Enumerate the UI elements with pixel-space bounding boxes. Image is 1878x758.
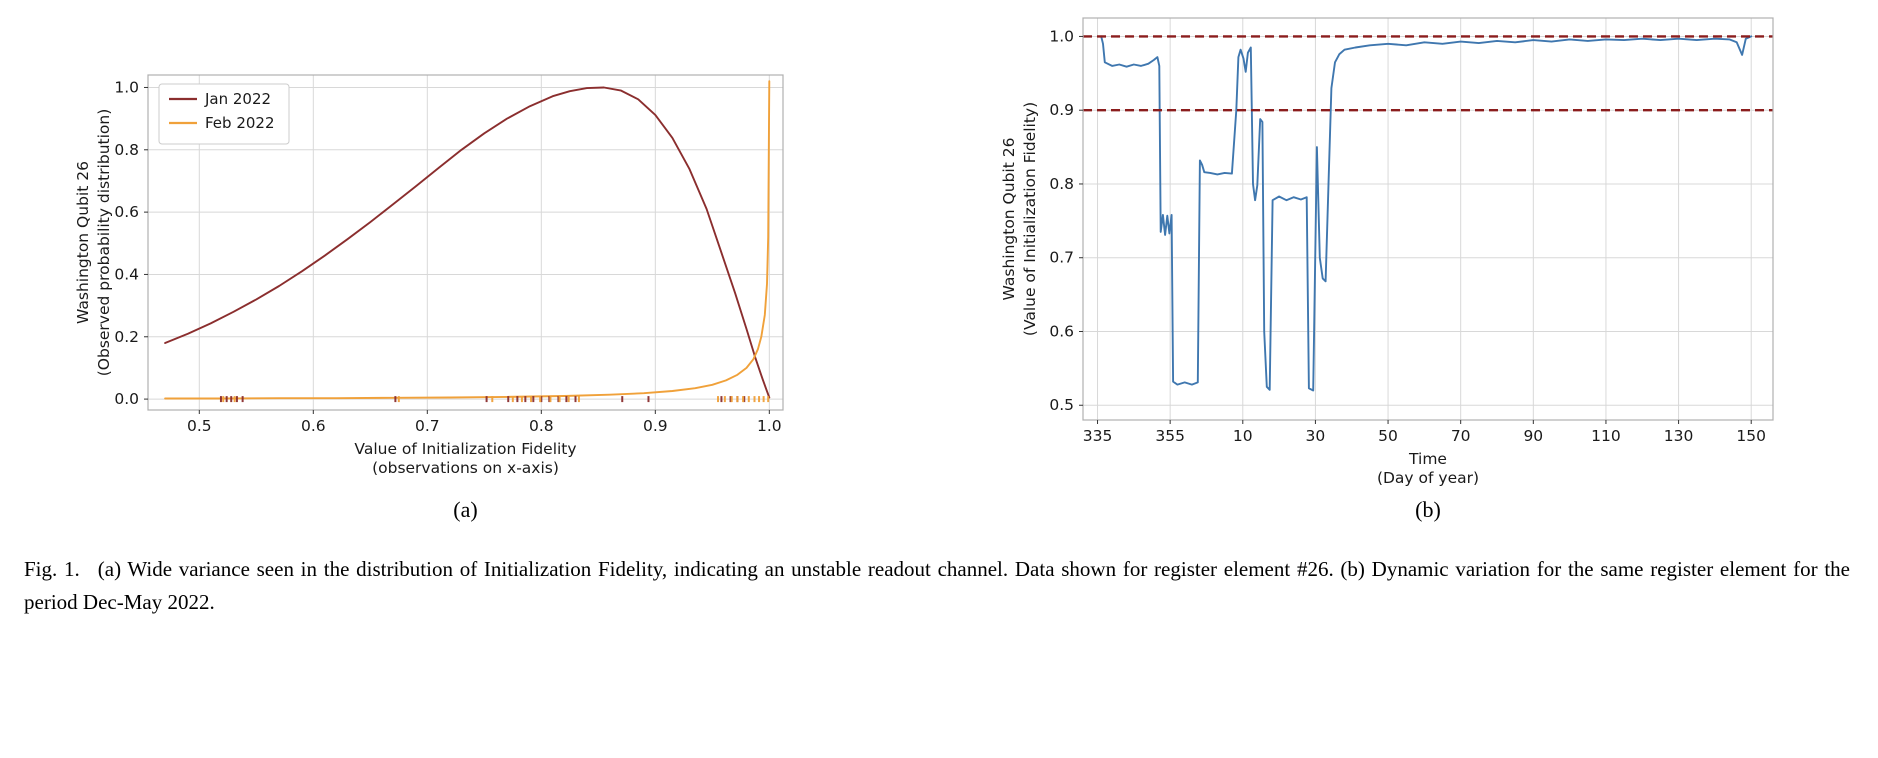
grid <box>1083 18 1773 420</box>
y-axis-label: Washington Qubit 26 <box>1000 138 1018 301</box>
x-tick-label: 1.0 <box>757 417 782 435</box>
subplot-label-b: (b) <box>1415 497 1441 522</box>
plot-border <box>147 74 784 411</box>
figure-caption: Fig. 1. (a) Wide variance seen in the dis… <box>24 553 1850 618</box>
x-tick-label: 70 <box>1451 427 1471 445</box>
x-axis-label: (Day of year) <box>1377 469 1479 487</box>
x-tick-label: 355 <box>1155 427 1185 445</box>
figure-caption-label: Fig. 1. <box>24 557 80 581</box>
time-series-chart: 335 355 10 30 50 70 90 110 130 150 0.5 0.6 0.7 0.8 0.9… <box>1000 17 1774 487</box>
x-tick-label: 50 <box>1378 427 1398 445</box>
legend: Jan 2022 Feb 2022 <box>158 83 290 145</box>
x-axis-label: Value of Initialization Fidelity <box>354 440 576 458</box>
x-tick-label: 10 <box>1233 427 1253 445</box>
x-tick-label: 110 <box>1591 427 1621 445</box>
x-tick-label: 150 <box>1736 427 1766 445</box>
x-axis-label: (observations on x-axis) <box>372 459 559 477</box>
y-tick-label: 0.5 <box>1049 396 1074 414</box>
y-tick-label: 0.2 <box>114 328 139 346</box>
x-tick-label: 0.6 <box>301 417 326 435</box>
y-tick-label: 0.7 <box>1049 249 1074 267</box>
distribution-chart: 0.5 0.6 0.7 0.8 0.9 1.0 0.0 0.2 0.4 0.6 0.8 1.0 Valu… <box>74 74 784 477</box>
y-tick-label: 0.4 <box>114 265 139 283</box>
y-tick-label: 0.8 <box>114 141 139 159</box>
series-line-0 <box>1100 35 1753 392</box>
y-axis-label: (Value of Initialization Fidelity) <box>1021 102 1039 336</box>
y-tick-label: 1.0 <box>1049 27 1074 45</box>
x-axis-label: Time <box>1408 450 1447 468</box>
x-tick-label: 0.5 <box>187 417 212 435</box>
x-tick-label: 130 <box>1664 427 1694 445</box>
y-tick-label: 0.6 <box>1049 322 1074 340</box>
axis-ticks: 0.5 0.6 0.7 0.8 0.9 1.0 0.0 0.2 0.4 0.6 0.8 1.0 <box>114 78 781 435</box>
x-tick-label: 0.8 <box>529 417 554 435</box>
plot-border <box>1082 17 1774 421</box>
x-tick-label: 30 <box>1306 427 1326 445</box>
y-tick-label: 0.0 <box>114 390 139 408</box>
y-axis-label: Washington Qubit 26 <box>74 161 92 324</box>
rug-marks-feb-2022 <box>222 396 770 403</box>
y-axis-label: (Observed probability distribution) <box>95 109 113 377</box>
figure-caption-text: (a) Wide variance seen in the distributi… <box>24 557 1850 614</box>
series-line-feb-2022 <box>164 80 771 400</box>
x-tick-label: 0.7 <box>415 417 440 435</box>
x-tick-label: 335 <box>1083 427 1113 445</box>
legend-entry-label: Feb 2022 <box>205 114 275 132</box>
rug-marks-jan-2022 <box>219 396 746 403</box>
axis-ticks: 335 355 10 30 50 70 90 110 130 150 0.5 0.6 0.7 0.8 0.9… <box>1049 27 1766 445</box>
legend-entry-label: Jan 2022 <box>204 90 271 108</box>
y-tick-label: 0.6 <box>114 203 139 221</box>
subplot-label-a: (a) <box>453 497 478 522</box>
x-tick-label: 90 <box>1523 427 1543 445</box>
x-tick-label: 0.9 <box>643 417 668 435</box>
series-line-jan-2022 <box>164 86 771 399</box>
y-tick-label: 0.8 <box>1049 175 1074 193</box>
y-tick-label: 0.9 <box>1049 101 1074 119</box>
y-tick-label: 1.0 <box>114 78 139 96</box>
